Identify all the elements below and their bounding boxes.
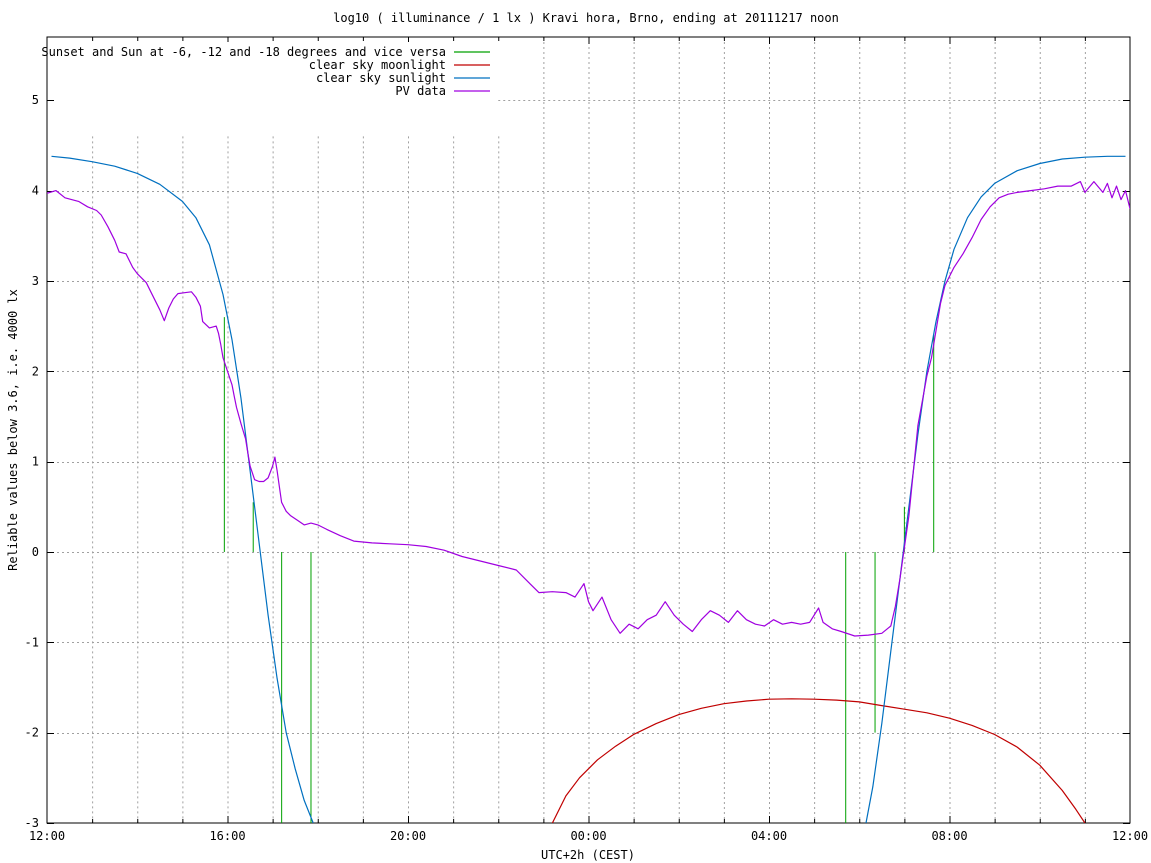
y-tick-label: 2 [32, 364, 39, 378]
plot-frame [46, 36, 1131, 824]
y-tick-label: 4 [32, 184, 39, 198]
y-tick-label: 3 [32, 274, 39, 288]
x-tick-label: 12:00 [29, 829, 65, 843]
grid [47, 37, 1130, 823]
series-2 [51, 155, 1126, 823]
ticks [47, 37, 1130, 824]
legend-label: clear sky sunlight [316, 71, 446, 85]
x-tick-label: 20:00 [390, 829, 426, 843]
y-tick-label: 5 [32, 93, 39, 107]
y-tick-label: 1 [32, 455, 39, 469]
series-line [551, 698, 1086, 823]
x-tick-label: 08:00 [931, 829, 967, 843]
series-3 [47, 181, 1130, 637]
x-tick-label: 16:00 [209, 829, 245, 843]
series-layer [47, 155, 1130, 823]
x-tick-label: 04:00 [751, 829, 787, 843]
legend-label: clear sky moonlight [309, 58, 446, 72]
x-tick-label: 12:00 [1112, 829, 1148, 843]
series-1 [551, 698, 1086, 823]
legend-label: Sunset and Sun at -6, -12 and -18 degree… [41, 45, 446, 59]
x-axis-label: UTC+2h (CEST) [541, 848, 635, 862]
series-line [865, 155, 1126, 823]
series-0 [223, 317, 935, 823]
y-tick-label: 0 [32, 545, 39, 559]
series-line [51, 155, 314, 823]
y-tick-label: -3 [25, 816, 39, 830]
chart-title: log10 ( illuminance / 1 lx ) Kravi hora,… [333, 11, 839, 25]
legend-label: PV data [395, 84, 446, 98]
x-tick-label: 00:00 [570, 829, 606, 843]
series-line [47, 181, 1130, 637]
legend-background [50, 42, 500, 100]
y-tick-label: -1 [25, 635, 39, 649]
tick-labels: -3 -2 -1 0 1 2 3 4 5 12:00 16:00 20:00 00:00 04:00 08:… [25, 93, 1149, 843]
y-tick-label: -2 [25, 726, 39, 740]
y-axis-label: Reliable values below 3.6, i.e. 4000 lx [6, 289, 20, 571]
legend: Sunset and Sun at -6, -12 and -18 degree… [41, 42, 500, 100]
